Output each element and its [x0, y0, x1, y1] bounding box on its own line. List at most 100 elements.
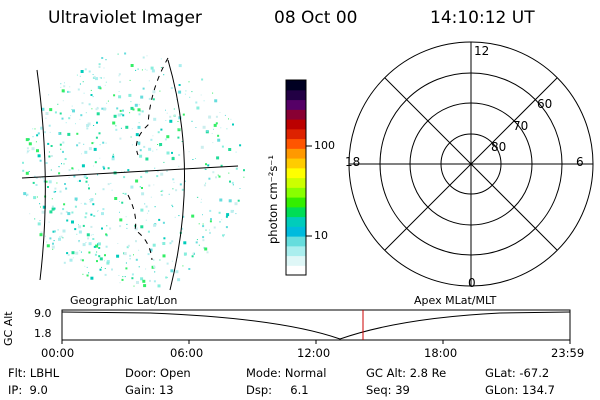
- uv-speckle: [138, 104, 140, 106]
- uv-speckle: [185, 180, 186, 182]
- uv-speckle: [152, 243, 156, 247]
- uv-speckle: [96, 112, 100, 116]
- uv-speckle: [152, 98, 155, 101]
- uv-speckle: [209, 229, 210, 231]
- uv-speckle: [105, 81, 107, 83]
- uv-speckle: [174, 216, 176, 218]
- uv-speckle: [156, 149, 158, 151]
- uv-speckle: [215, 176, 217, 179]
- uv-speckle: [35, 141, 37, 143]
- uv-speckle: [124, 192, 127, 195]
- uv-speckle: [74, 228, 77, 231]
- uv-speckle: [48, 94, 50, 96]
- uv-speckle: [82, 224, 85, 227]
- uv-speckle: [119, 225, 122, 228]
- color-scale-segment: [286, 89, 306, 101]
- color-scale-segment: [286, 128, 306, 140]
- uv-speckle: [154, 206, 156, 208]
- uv-speckle: [177, 256, 179, 258]
- uv-speckle: [113, 114, 117, 118]
- uv-speckle: [198, 223, 200, 225]
- uv-speckle: [96, 121, 98, 124]
- uv-speckle: [134, 103, 138, 107]
- uv-speckle: [125, 262, 127, 264]
- uv-speckle: [48, 151, 50, 153]
- uv-speckle: [119, 218, 123, 222]
- uv-speckle-field: [22, 52, 245, 288]
- uv-speckle: [202, 125, 206, 129]
- uv-speckle: [84, 202, 86, 205]
- uv-speckle: [75, 251, 79, 255]
- uv-speckle: [119, 80, 122, 83]
- uv-speckle: [29, 150, 31, 152]
- uv-speckle: [201, 78, 204, 81]
- uv-speckle: [49, 108, 53, 112]
- uv-speckle: [215, 115, 218, 118]
- uv-speckle: [83, 143, 85, 145]
- uv-speckle: [178, 84, 181, 86]
- uv-speckle: [93, 245, 96, 248]
- uv-speckle: [200, 94, 202, 96]
- uv-speckle: [217, 138, 221, 142]
- uv-speckle: [120, 127, 122, 129]
- uv-speckle: [129, 254, 132, 257]
- uv-speckle: [209, 231, 211, 234]
- uv-speckle: [39, 203, 41, 205]
- uv-speckle: [96, 107, 99, 110]
- uv-speckle: [48, 155, 51, 158]
- uv-speckle: [154, 271, 156, 273]
- uv-speckle: [197, 196, 199, 198]
- uv-speckle: [138, 113, 141, 116]
- uv-speckle: [195, 241, 198, 244]
- uv-speckle: [235, 213, 237, 215]
- uv-speckle: [110, 182, 112, 184]
- uv-speckle: [140, 225, 144, 229]
- uv-speckle: [156, 175, 159, 178]
- uv-speckle: [25, 138, 29, 142]
- uv-speckle: [119, 109, 122, 112]
- uv-speckle: [82, 243, 86, 247]
- uv-speckle: [117, 53, 119, 55]
- uv-speckle: [78, 142, 81, 144]
- uv-speckle: [90, 225, 93, 228]
- uv-speckle: [130, 64, 134, 67]
- uv-speckle: [195, 101, 198, 104]
- uv-speckle: [80, 251, 82, 253]
- uv-speckle: [153, 117, 157, 121]
- uv-speckle: [97, 242, 101, 246]
- color-scale-segment: [286, 265, 306, 276]
- uv-speckle: [130, 101, 132, 103]
- uv-speckle: [79, 250, 81, 252]
- color-scale-segment: [286, 119, 306, 130]
- uv-speckle: [60, 148, 62, 150]
- uv-speckle: [196, 239, 198, 241]
- uv-speckle: [41, 107, 45, 111]
- uv-speckle: [215, 122, 218, 125]
- uv-speckle: [222, 234, 224, 237]
- uv-speckle: [71, 251, 75, 255]
- uv-speckle: [126, 246, 129, 249]
- uv-speckle: [56, 182, 58, 184]
- uv-speckle: [82, 81, 84, 83]
- uv-speckle: [60, 235, 63, 238]
- uv-speckle: [182, 215, 185, 218]
- uv-speckle: [125, 125, 129, 129]
- uv-speckle: [217, 134, 220, 137]
- uv-speckle: [40, 126, 44, 130]
- uv-speckle: [96, 106, 98, 108]
- uv-speckle: [80, 258, 83, 261]
- uv-speckle: [97, 210, 99, 211]
- terminator-upper: [135, 57, 169, 156]
- uv-speckle: [57, 229, 59, 231]
- uv-speckle: [35, 184, 38, 186]
- uv-speckle: [93, 125, 95, 126]
- uv-speckle: [71, 211, 74, 214]
- uv-speckle: [67, 253, 70, 256]
- uv-speckle: [198, 244, 200, 246]
- uv-speckle: [128, 93, 132, 97]
- uv-speckle: [89, 199, 90, 200]
- uv-speckle: [90, 276, 94, 280]
- uv-speckle: [95, 193, 97, 195]
- uv-speckle: [71, 109, 73, 111]
- uv-speckle: [111, 189, 113, 191]
